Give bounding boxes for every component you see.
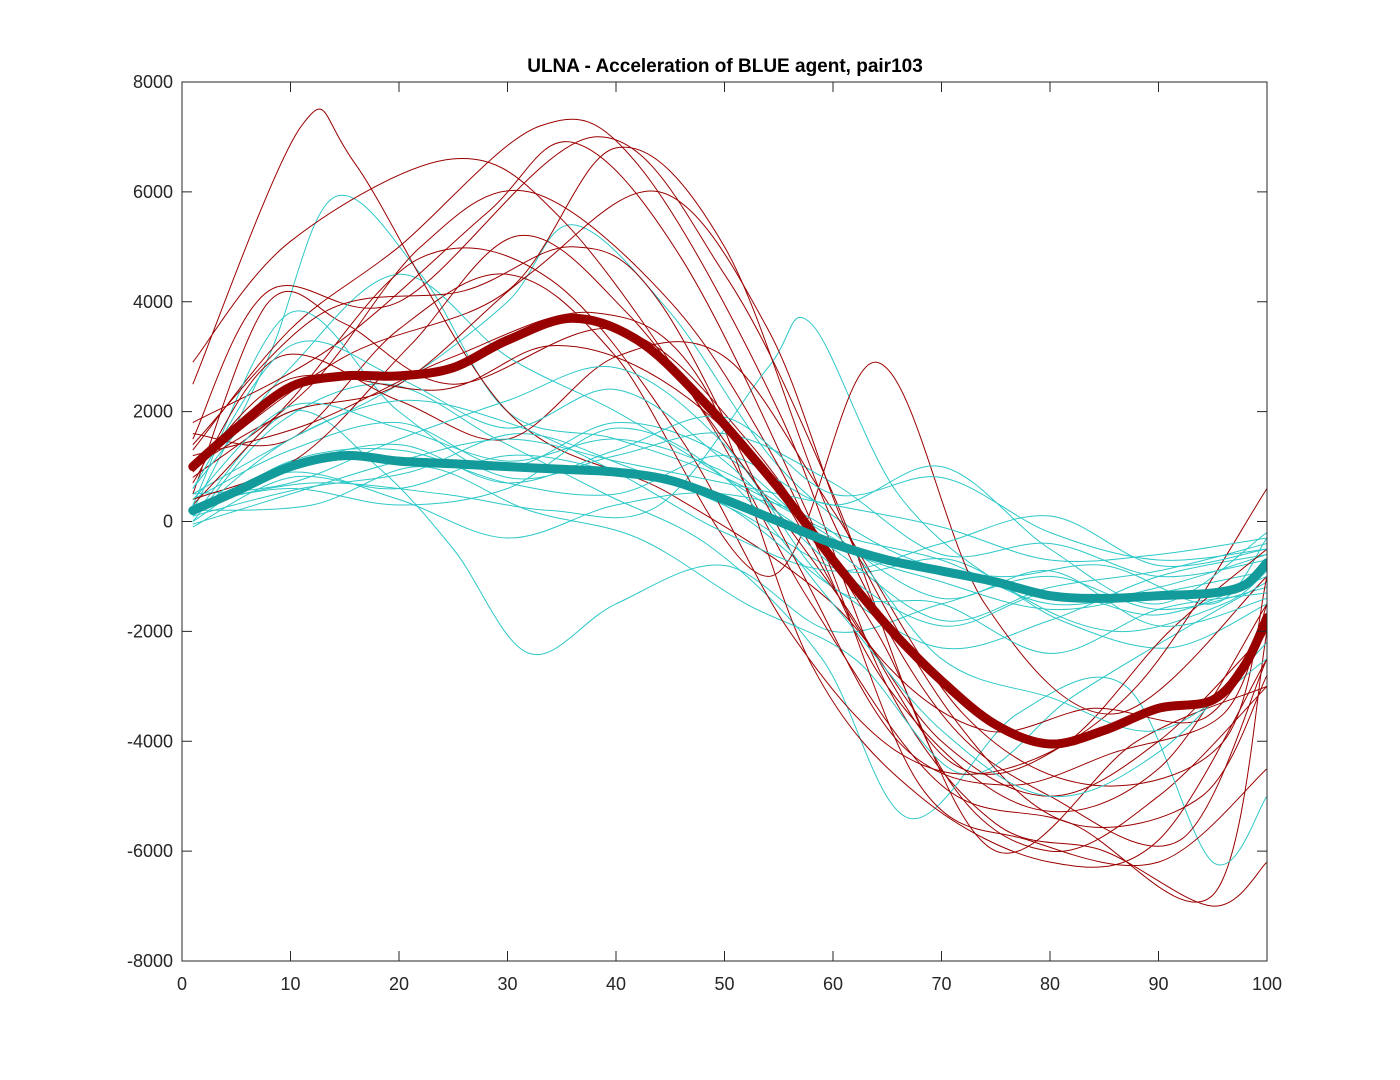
y-tick-label: 8000 (133, 72, 173, 92)
cyan-trial-line-7 (192, 316, 1267, 633)
y-tick-label: -4000 (127, 731, 173, 751)
red-trial-line-14 (192, 146, 1267, 847)
x-tick-label: 30 (497, 974, 517, 994)
cyan-trial-line-29 (192, 399, 1267, 572)
y-tick-label: -8000 (127, 951, 173, 971)
x-tick-label: 90 (1148, 974, 1168, 994)
red-trial-line-8 (192, 158, 1267, 903)
cyan-trial-line-17 (192, 273, 1267, 622)
red-trial-line-16 (192, 273, 1267, 715)
cyan-trial-line-34 (192, 438, 1267, 563)
x-tick-label: 80 (1040, 974, 1060, 994)
cyan-trial-line-3 (192, 410, 1267, 656)
y-tick-label: 6000 (133, 182, 173, 202)
y-tick-label: 2000 (133, 402, 173, 422)
y-tick-label: -2000 (127, 621, 173, 641)
red-trial-line-2 (192, 108, 1267, 797)
red-trial-line-26 (192, 234, 1267, 775)
cyan-trial-line-21 (192, 310, 1267, 578)
red-trial-line-10 (192, 189, 1267, 813)
cyan-trial-line-27 (192, 471, 1267, 732)
red-trial-line-6 (192, 136, 1267, 853)
x-tick-label: 20 (389, 974, 409, 994)
x-tick-label: 100 (1252, 974, 1282, 994)
chart-title: ULNA - Acceleration of BLUE agent, pair1… (527, 56, 923, 77)
cyan-trial-line-5 (192, 224, 1267, 605)
cyan-trial-line-15 (192, 433, 1267, 649)
cyan-mean-line (188, 451, 1267, 603)
x-tick-label: 50 (714, 974, 734, 994)
cyan-trial-line-31 (192, 402, 1267, 627)
cyan-trial-line-9 (192, 383, 1267, 866)
red-trial-line-22 (192, 341, 1267, 787)
cyan-trial-line-33 (192, 427, 1267, 798)
y-tick-label: 0 (163, 512, 173, 532)
red-trial-line-4 (192, 118, 1267, 907)
x-tick-label: 10 (280, 974, 300, 994)
y-tick-label: 4000 (133, 292, 173, 312)
x-tick-label: 0 (177, 974, 187, 994)
cyan-trial-line-19 (192, 466, 1267, 776)
red-trial-line-20 (192, 247, 1267, 775)
red-mean-line (188, 313, 1267, 749)
cyan-trial-line-1 (192, 194, 1267, 606)
x-tick-label: 70 (931, 974, 951, 994)
x-tick-label: 60 (823, 974, 843, 994)
cyan-trial-line-36 (192, 415, 1267, 561)
axes: 0 10 20 30 40 50 60 70 80 90 100 -8000 -6000 -4000 -20… (127, 72, 1282, 994)
red-trial-line-24 (192, 141, 1267, 866)
x-tick-label: 40 (606, 974, 626, 994)
y-tick-label: -6000 (127, 841, 173, 861)
red-trial-line-28 (192, 190, 1267, 828)
plot-area (188, 108, 1267, 907)
red-trial-line-12 (192, 290, 1267, 854)
